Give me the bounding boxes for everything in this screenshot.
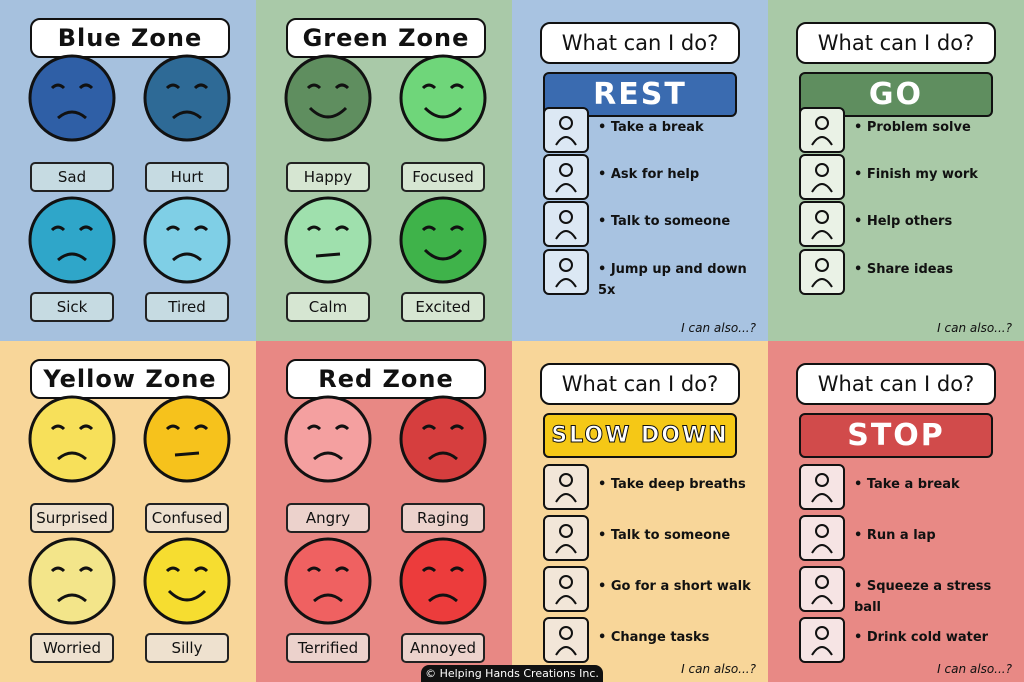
panel: What can I do?RESTTake a breakAsk for he…: [512, 0, 768, 341]
action-icon: [799, 617, 845, 663]
action-icon: [799, 154, 845, 200]
zone-title: Blue Zone: [30, 18, 230, 58]
action-icon: [543, 515, 589, 561]
face-icon: [399, 54, 487, 142]
panel: What can I do? STOP Take a break Run a lap S…: [768, 341, 1024, 682]
action-icon: [543, 154, 589, 200]
emotion-label: Terrified: [286, 633, 370, 663]
emotion-label: Silly: [145, 633, 229, 663]
face-icon: [143, 54, 231, 142]
face-icon: [28, 537, 116, 625]
action-item: Talk to someone: [598, 525, 758, 546]
footer-note: I can also...?: [937, 321, 1012, 335]
emotion-label: Sad: [30, 162, 114, 192]
action-icon: [799, 566, 845, 612]
action-icon: [799, 249, 845, 295]
face-icon: [399, 537, 487, 625]
action-icon: [799, 515, 845, 561]
action-icon: [543, 107, 589, 153]
face-icon: [28, 196, 116, 284]
panel: Green Zone Happy Focused Calm Excited: [256, 0, 512, 341]
face-icon: [284, 196, 372, 284]
action-icon: [543, 201, 589, 247]
face-icon: [28, 395, 116, 483]
action-item: Run a lap: [854, 525, 1014, 546]
action-icon: [799, 464, 845, 510]
emotion-label: Surprised: [30, 503, 114, 533]
action-heading: What can I do?: [796, 22, 996, 64]
action-heading: What can I do?: [540, 363, 740, 405]
emotion-label: Raging: [401, 503, 485, 533]
action-icon: [543, 249, 589, 295]
action-heading: What can I do?: [540, 22, 740, 64]
emotion-label: Happy: [286, 162, 370, 192]
face-icon: [284, 395, 372, 483]
footer-note: I can also...?: [937, 662, 1012, 676]
action-item: Take deep breaths: [598, 474, 758, 495]
action-icon: [799, 107, 845, 153]
emotion-label: Excited: [401, 292, 485, 322]
face-icon: [28, 54, 116, 142]
zone-title: Green Zone: [286, 18, 486, 58]
action-item: Finish my work: [854, 164, 1014, 185]
action-icon: [543, 464, 589, 510]
emotion-label: Angry: [286, 503, 370, 533]
action-item: Take a break: [854, 474, 1014, 495]
face-icon: [143, 537, 231, 625]
action-item: Jump up and down 5x: [598, 259, 758, 301]
emotion-label: Sick: [30, 292, 114, 322]
action-item: Squeeze a stress ball: [854, 576, 1014, 618]
action-icon: [543, 617, 589, 663]
zone-title: Red Zone: [286, 359, 486, 399]
action-item: Problem solve: [854, 117, 1014, 138]
action-item: Go for a short walk: [598, 576, 758, 597]
panel: Yellow Zone Surprised Confused Worried S…: [0, 341, 256, 682]
panel: What can I do? SLOW DOWN Take deep breaths…: [512, 341, 768, 682]
action-item: Drink cold water: [854, 627, 1014, 648]
emotion-label: Confused: [145, 503, 229, 533]
action-icon: [799, 201, 845, 247]
face-icon: [143, 196, 231, 284]
emotion-label: Annoyed: [401, 633, 485, 663]
face-icon: [143, 395, 231, 483]
emotion-label: Tired: [145, 292, 229, 322]
footer-note: I can also...?: [681, 662, 756, 676]
face-icon: [284, 54, 372, 142]
face-icon: [399, 395, 487, 483]
panel: Red Zone Angry Raging Terrified Annoyed: [256, 341, 512, 682]
action-icon: [543, 566, 589, 612]
action-banner: SLOW DOWN: [543, 413, 737, 458]
emotion-label: Calm: [286, 292, 370, 322]
footer-note: I can also...?: [681, 321, 756, 335]
action-banner: STOP: [799, 413, 993, 458]
face-icon: [399, 196, 487, 284]
credit: © Helping Hands Creations Inc.: [421, 665, 603, 682]
emotion-label: Focused: [401, 162, 485, 192]
emotion-label: Worried: [30, 633, 114, 663]
panel: What can I do?GOProblem solveFinish my w…: [768, 0, 1024, 341]
action-item: Ask for help: [598, 164, 758, 185]
face-icon: [284, 537, 372, 625]
action-item: Change tasks: [598, 627, 758, 648]
action-item: Talk to someone: [598, 211, 758, 232]
action-item: Share ideas: [854, 259, 1014, 280]
emotion-label: Hurt: [145, 162, 229, 192]
action-heading: What can I do?: [796, 363, 996, 405]
action-item: Take a break: [598, 117, 758, 138]
panel: Blue Zone Sad Hurt Sick Tired: [0, 0, 256, 341]
action-item: Help others: [854, 211, 1014, 232]
zone-title: Yellow Zone: [30, 359, 230, 399]
